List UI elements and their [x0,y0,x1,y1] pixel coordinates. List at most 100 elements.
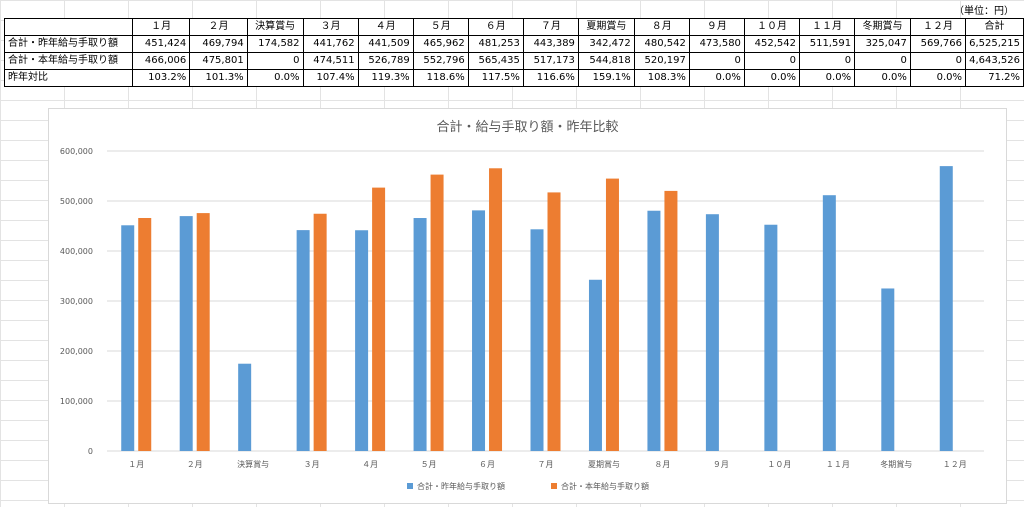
table-cell[interactable]: 441,762 [302,35,359,53]
table-cell[interactable]: 526,789 [357,52,414,70]
bar-series-1 [588,279,602,451]
table-cell[interactable]: 469,794 [189,35,248,53]
table-header-cell[interactable]: １月 [131,18,191,36]
y-tick-label: 600,000 [60,147,93,156]
x-tick-label: ３月 [304,460,320,469]
table-header-cell[interactable]: ４月 [357,18,414,36]
x-tick-label: １１月 [826,460,850,469]
bar-series-1 [530,229,544,451]
bar-series-2 [489,168,503,451]
table-cell[interactable]: 520,197 [633,52,690,70]
table-cell[interactable]: 0.0% [743,69,801,87]
table-row-label[interactable]: 合計・本年給与手取り額 [4,52,133,70]
table-cell[interactable]: 474,511 [302,52,359,70]
table-cell[interactable]: 159.1% [577,69,635,87]
table-header-cell[interactable]: ６月 [467,18,524,36]
table-cell[interactable]: 441,509 [357,35,414,53]
table-cell[interactable]: 465,962 [412,35,469,53]
legend-label: 合計・昨年給与手取り額 [417,481,505,491]
x-tick-label: ６月 [479,460,495,469]
table-header-cell[interactable]: 冬期賞与 [854,18,911,36]
chart-area[interactable]: 合計・給与手取り額・昨年比較 0 100,000 200,000 300,000 400,… [48,108,1007,504]
table-cell[interactable]: 325,047 [854,35,911,53]
table-header-cell[interactable]: 合計 [965,18,1024,36]
table-header-cell[interactable]: ８月 [633,18,690,36]
table-cell[interactable]: 565,435 [467,52,524,70]
table-cell[interactable]: 517,173 [522,52,579,70]
bar-series-1 [179,216,193,451]
y-tick-label: 300,000 [60,297,93,306]
table-cell[interactable]: 0.0% [246,69,304,87]
table-header-cell[interactable]: １１月 [798,18,856,36]
bar-chart: 合計・給与手取り額・昨年比較 0 100,000 200,000 300,000 400,… [60,119,984,491]
table-cell[interactable]: 108.3% [633,69,690,87]
table-header-cell[interactable]: 決算賞与 [246,18,304,36]
table-header-cell[interactable]: １０月 [743,18,801,36]
table-cell[interactable]: 451,424 [131,35,191,53]
table-header-cell[interactable]: ７月 [522,18,579,36]
table-cell[interactable]: 4,643,526 [965,52,1024,70]
table-header-cell[interactable]: １２月 [909,18,967,36]
table-cell[interactable]: 511,591 [798,35,856,53]
bar-series-1 [939,166,953,451]
table-cell[interactable]: 117.5% [467,69,524,87]
table-cell[interactable]: 119.3% [357,69,414,87]
bar-series-1 [296,230,310,451]
bar-series-2 [430,174,444,451]
bar-series-2 [196,213,210,451]
table-cell[interactable]: 0 [798,52,856,70]
bar-series-1 [822,195,836,451]
table-header-cell[interactable]: ９月 [688,18,745,36]
table-cell[interactable]: 0.0% [798,69,856,87]
x-tick-label: 夏期賞与 [588,459,620,469]
table-cell[interactable]: 552,796 [412,52,469,70]
y-tick-label: 200,000 [60,347,93,356]
unit-label: （単位：円） [954,6,1014,17]
table-header-cell[interactable]: 夏期賞与 [577,18,635,36]
bar-series-1 [413,218,427,451]
table-header-row: １月 ２月 決算賞与 ３月 ４月 ５月 ６月 ７月 夏期賞与 ８月 ９月 １０月 １１月 冬期賞与 １２月合… [4,18,1024,36]
table-cell[interactable]: 480,542 [633,35,690,53]
x-tick-label: 冬期賞与 [880,459,912,469]
table-cell[interactable]: 0 [246,52,304,70]
table-cell[interactable]: 116.6% [522,69,579,87]
legend-label: 合計・本年給与手取り額 [561,481,649,491]
table-row-label[interactable]: 昨年対比 [4,69,133,87]
bar-series-2 [547,192,561,451]
table-cell[interactable]: 0 [743,52,801,70]
table-row-label[interactable]: 合計・昨年給与手取り額 [4,35,133,53]
bar-series-2 [605,178,619,451]
table-cell[interactable]: 118.6% [412,69,469,87]
table-cell[interactable]: 443,389 [522,35,579,53]
table-cell[interactable]: 0.0% [688,69,745,87]
table-corner-cell[interactable] [4,18,133,36]
table-cell[interactable]: 0.0% [909,69,967,87]
table-cell[interactable]: 0 [854,52,911,70]
table-cell[interactable]: 481,253 [467,35,524,53]
table-cell[interactable]: 6,525,215 [965,35,1024,53]
table-cell[interactable]: 103.2% [131,69,191,87]
table-cell[interactable]: 475,801 [189,52,248,70]
bar-series-1 [121,225,135,451]
table-cell[interactable]: 0 [909,52,967,70]
bar-series-2 [372,187,386,451]
y-tick-label: 400,000 [60,247,93,256]
table-cell[interactable]: 0 [688,52,745,70]
table-cell[interactable]: 342,472 [577,35,635,53]
x-tick-label: ５月 [421,460,437,469]
x-tick-label: １２月 [943,460,967,469]
table-cell[interactable]: 107.4% [302,69,359,87]
table-cell[interactable]: 101.3% [189,69,248,87]
bar-series-1 [238,363,252,451]
table-cell[interactable]: 569,766 [909,35,967,53]
table-header-cell[interactable]: ３月 [302,18,359,36]
table-cell[interactable]: 174,582 [246,35,304,53]
table-cell[interactable]: 473,580 [688,35,745,53]
table-header-cell[interactable]: ２月 [189,18,248,36]
table-cell[interactable]: 71.2% [965,69,1024,87]
table-header-cell[interactable]: ５月 [412,18,469,36]
table-cell[interactable]: 452,542 [743,35,801,53]
table-cell[interactable]: 544,818 [577,52,635,70]
table-cell[interactable]: 0.0% [854,69,911,87]
table-cell[interactable]: 466,006 [131,52,191,70]
